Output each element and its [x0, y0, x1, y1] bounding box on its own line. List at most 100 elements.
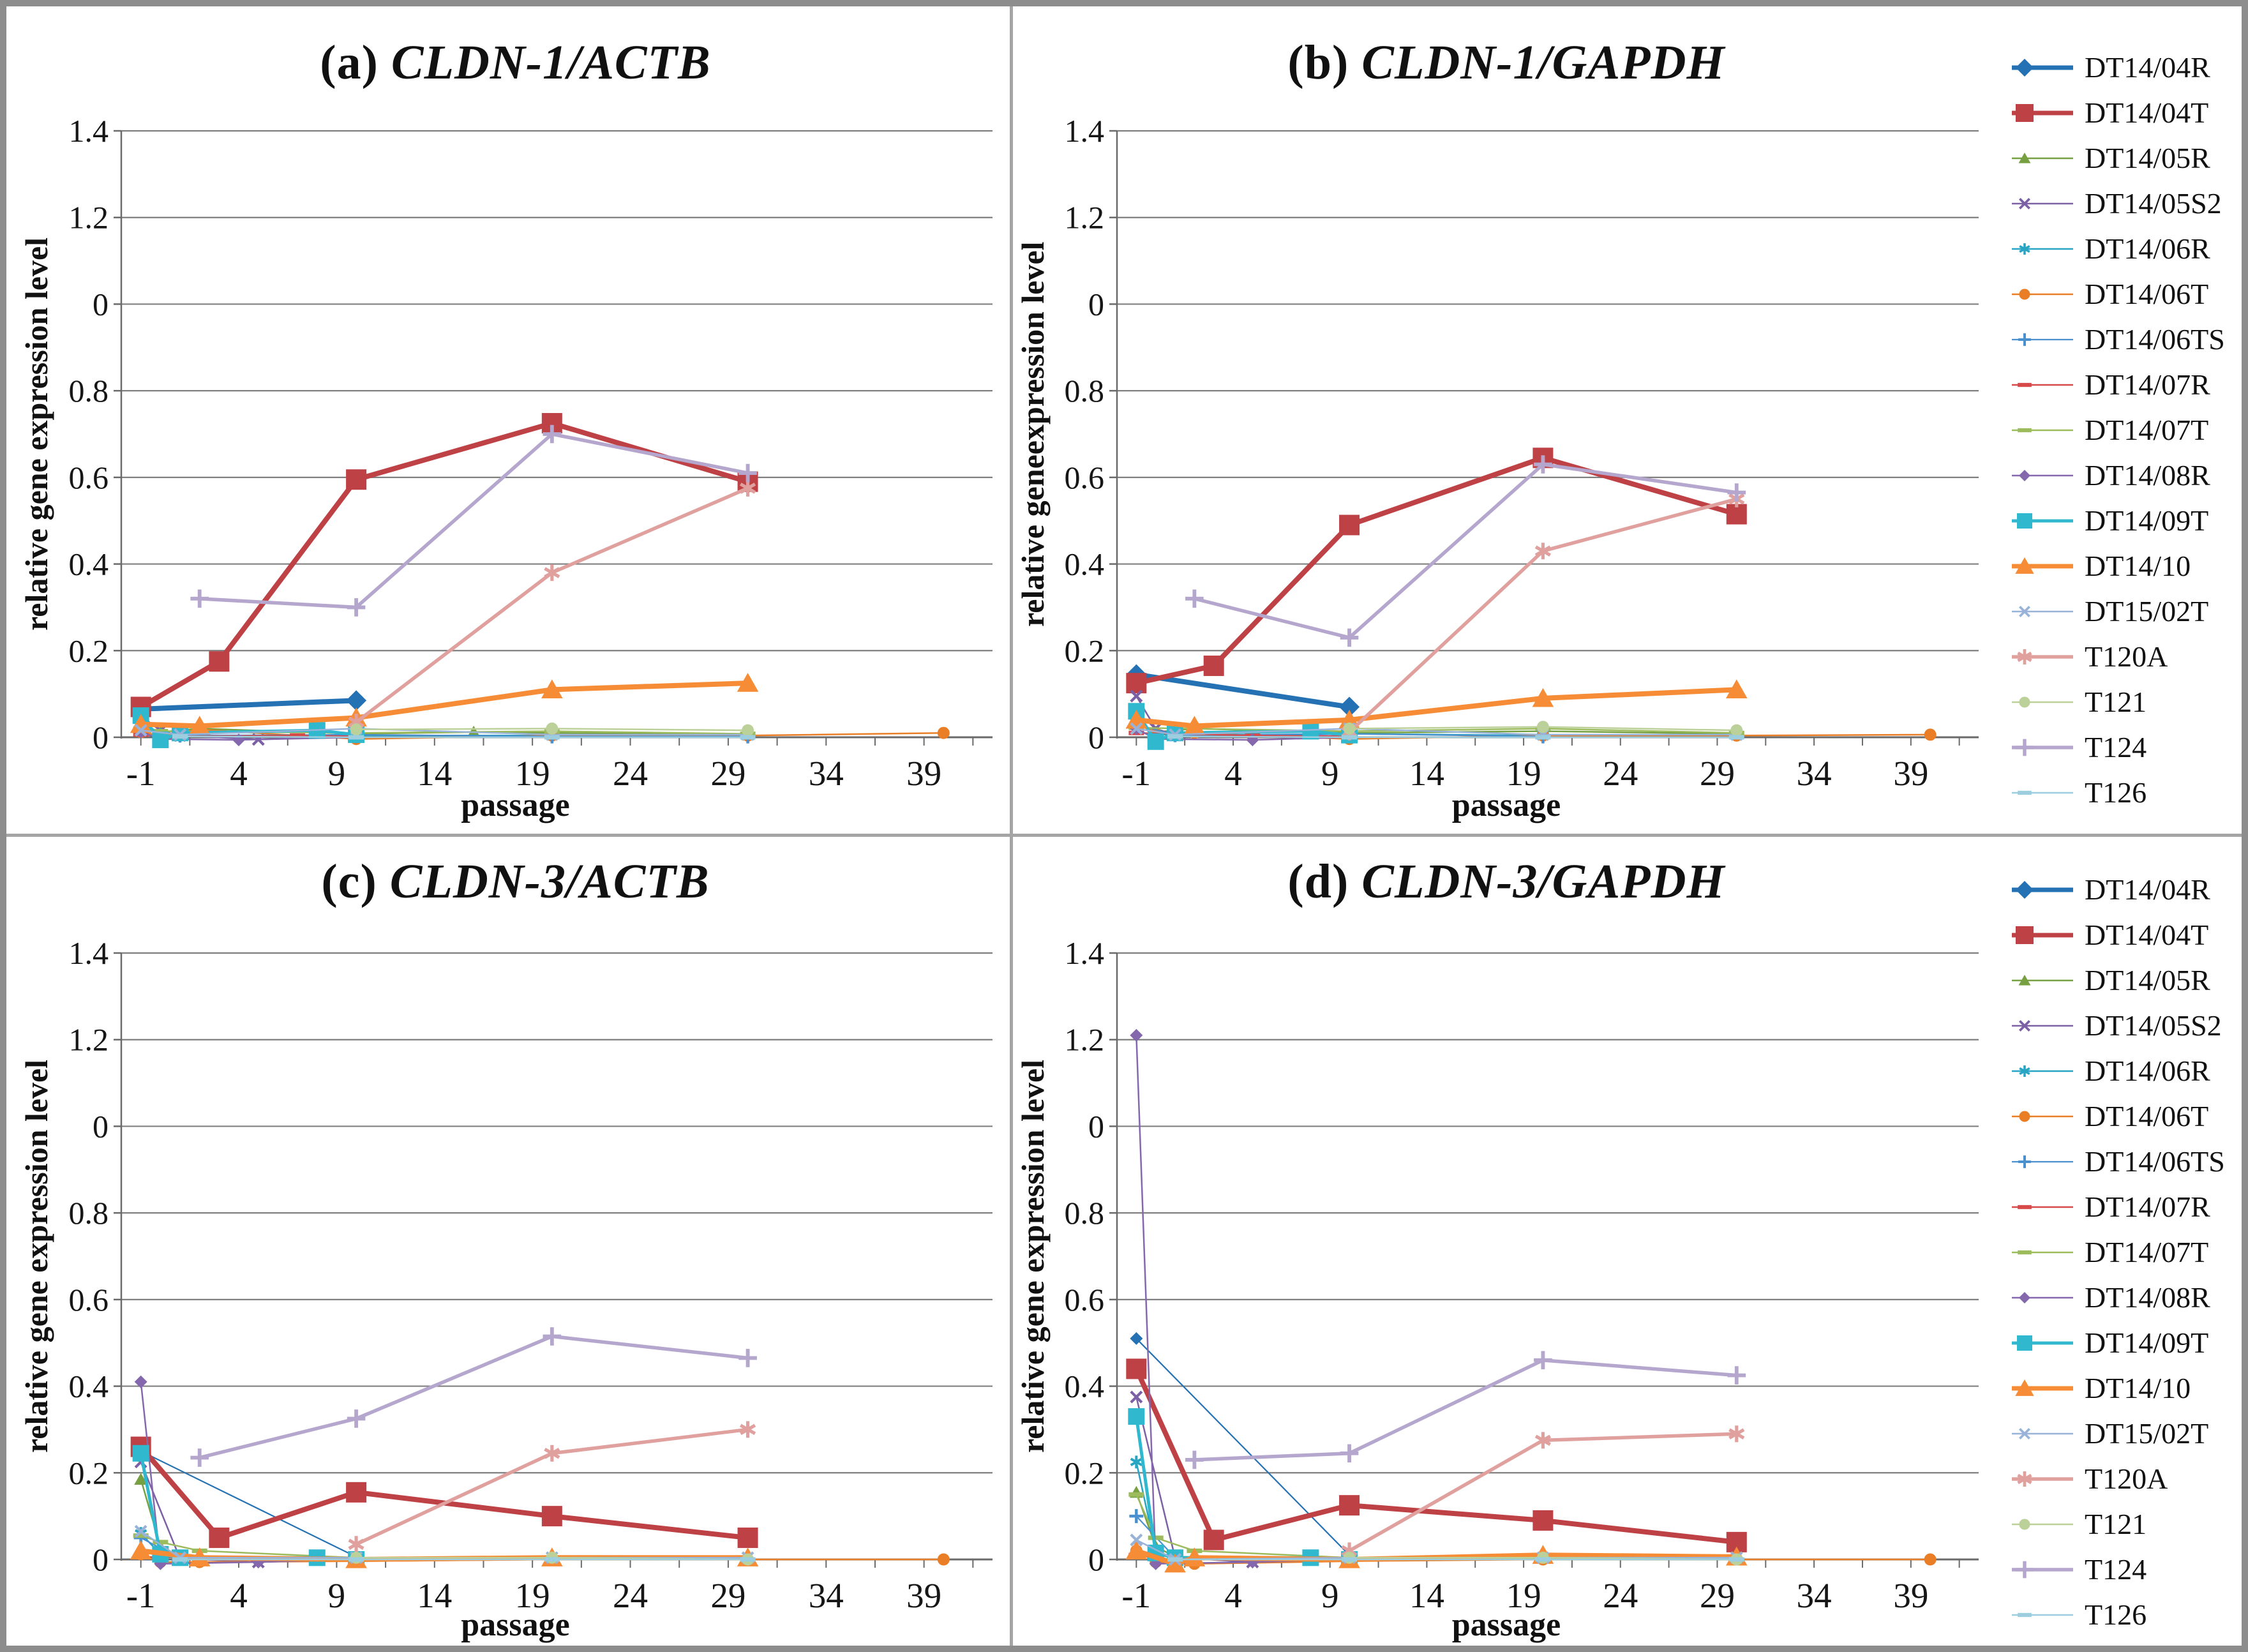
legend-swatch-icon	[2012, 197, 2073, 209]
series-T120A	[348, 1421, 756, 1553]
panel-c: (c) CLDN-3/ACTB relative gene expression…	[6, 837, 1008, 1646]
legend-label: DT14/05R	[2085, 142, 2210, 174]
legend-label: DT14/05S2	[2085, 1009, 2222, 1042]
x-tick-label: 24	[1603, 754, 1638, 793]
legend-item-DT14/06TS: DT14/06TS	[2011, 317, 2240, 362]
panel-d-title: (d) CLDN-3/GAPDH	[1021, 854, 1991, 910]
legend-item-DT14/07R: DT14/07R	[2011, 1184, 2240, 1229]
x-tick-label: 29	[710, 1576, 746, 1615]
x-tick-label: 34	[1797, 1576, 1832, 1615]
legend-label: DT14/10	[2085, 1372, 2191, 1404]
legend-item-DT15/02T: DT15/02T	[2011, 589, 2240, 634]
x-tick-label: 14	[1409, 1576, 1444, 1615]
legend-swatch-icon	[2012, 1205, 2073, 1209]
x-tick-label: 39	[1893, 754, 1928, 793]
legend-item-DT14/10: DT14/10	[2011, 543, 2240, 589]
legend-swatch-icon	[2012, 469, 2073, 481]
legend-label: T121	[2085, 686, 2147, 718]
y-tick-label: 0	[1088, 1542, 1104, 1577]
series-T126	[172, 1557, 756, 1562]
x-tick-label: 9	[1321, 1576, 1339, 1615]
series-DT14/04T	[130, 413, 758, 717]
panel-b-plot: 0 0.2 0.4 0.6 0.8 0 1.2 1.4 -1 4 9 14 19 24 29 34 39	[1065, 113, 1979, 793]
x-tick-label: 39	[1893, 1576, 1928, 1615]
legend-item-DT14/08R: DT14/08R	[2011, 453, 2240, 498]
x-tick-label: 24	[613, 1576, 648, 1615]
legend-item-DT14/07R: DT14/07R	[2011, 362, 2240, 407]
x-tick-label: 9	[328, 754, 346, 793]
legend-swatch-icon	[2012, 1335, 2073, 1351]
panel-d-x-axis-label: passage	[1451, 1607, 1561, 1643]
legend-label: DT14/07T	[2085, 414, 2209, 446]
panel-d-letter: (d)	[1287, 855, 1349, 908]
y-tick-label: 0	[1088, 286, 1104, 322]
legend-swatch-icon	[2012, 557, 2073, 574]
legend-label: DT14/06T	[2085, 1100, 2209, 1132]
panel-c-title: (c) CLDN-3/ACTB	[26, 854, 1005, 910]
panel-b: (b) CLDN-1/GAPDH relative geneexpression…	[1013, 6, 2242, 833]
legend-label: DT14/06T	[2085, 278, 2209, 310]
legend-swatch-icon	[2012, 1110, 2073, 1122]
series-DT14/04R	[1126, 664, 1360, 717]
series-DT14/04T	[1126, 447, 1747, 694]
legend-swatch-icon	[2012, 880, 2073, 899]
y-tick-label: 1.2	[1065, 200, 1105, 236]
gridlines	[1109, 130, 1979, 746]
legend-item-DT14/07T: DT14/07T	[2011, 1229, 2240, 1275]
legend-label: DT14/04R	[2085, 873, 2210, 906]
x-tick-label: 14	[417, 754, 452, 793]
legend-label: T121	[2085, 1508, 2147, 1540]
legend-swatch-icon	[2012, 1379, 2073, 1396]
series-DT14/04R	[1130, 1332, 1356, 1562]
x-tick-label: 24	[1603, 1576, 1638, 1615]
x-tick-label: 9	[1321, 754, 1339, 793]
legend-swatch-icon	[2012, 103, 2073, 122]
legend-swatch-icon	[2012, 790, 2073, 795]
legend-item-T126: T126	[2011, 770, 2240, 815]
legend-item-T124: T124	[2011, 1547, 2240, 1592]
y-tick-label: 1.2	[69, 200, 109, 236]
y-tick-label: 0	[93, 286, 109, 322]
legend-item-DT14/04R: DT14/04R	[2011, 45, 2240, 90]
series-T121	[1343, 721, 1743, 737]
x-tick-label: 29	[710, 754, 746, 793]
x-tick-label: 9	[328, 1576, 346, 1615]
panel-c-plot: 0 0.2 0.4 0.6 0.8 0 1.2 1.4 -1 4 9 14 19 24 29 34 39	[69, 935, 993, 1615]
y-tick-label: 1.4	[1065, 113, 1105, 149]
legend-label: DT14/10	[2085, 550, 2191, 582]
x-tick-label: 19	[1506, 754, 1541, 793]
legend-swatch-icon	[2012, 1427, 2073, 1439]
y-tick-label: 0.8	[69, 373, 109, 409]
y-tick-label: 1.4	[69, 935, 109, 971]
horizontal-divider	[6, 834, 2242, 837]
legend-label: DT14/06TS	[2085, 1145, 2225, 1178]
legend-swatch-icon	[2012, 1065, 2073, 1077]
x-tick-label: 4	[230, 1576, 248, 1615]
x-tick-label: 34	[1797, 754, 1832, 793]
legend-item-DT14/05S2: DT14/05S2	[2011, 181, 2240, 226]
y-tick-label: 0	[1088, 719, 1104, 755]
legend-item-T126: T126	[2011, 1592, 2240, 1637]
legend-swatch-icon	[2012, 513, 2073, 529]
y-tick-label: 0.6	[69, 460, 109, 495]
legend-item-T120A: T120A	[2011, 1456, 2240, 1501]
y-tick-label: 0.2	[1065, 1455, 1105, 1491]
y-tick-label: 0.4	[69, 1369, 109, 1404]
legend-item-DT14/06R: DT14/06R	[2011, 1048, 2240, 1093]
panel-c-gene-label: CLDN-3/ACTB	[389, 855, 710, 908]
legend-label: DT14/07R	[2085, 1190, 2210, 1223]
legend-item-DT14/05R: DT14/05R	[2011, 135, 2240, 181]
x-tick-label: 4	[230, 754, 248, 793]
y-tick-label: 0.8	[1065, 373, 1105, 409]
y-tick-label: 0.2	[1065, 633, 1105, 668]
legend-swatch-icon	[2012, 605, 2073, 617]
x-tick-label: 39	[906, 1576, 941, 1615]
legend-label: DT14/04T	[2085, 96, 2209, 129]
legend-swatch-icon	[2012, 243, 2073, 255]
y-tick-label: 1.2	[69, 1022, 109, 1058]
x-tick-label: 19	[515, 754, 550, 793]
x-tick-label: 19	[1506, 1576, 1541, 1615]
legend-swatch-icon	[2012, 1561, 2073, 1578]
panel-d-plot: 0 0.2 0.4 0.6 0.8 0 1.2 1.4 -1 4 9 14 19 24 29 34 39	[1065, 935, 1979, 1615]
legend-swatch-icon	[2012, 152, 2073, 163]
